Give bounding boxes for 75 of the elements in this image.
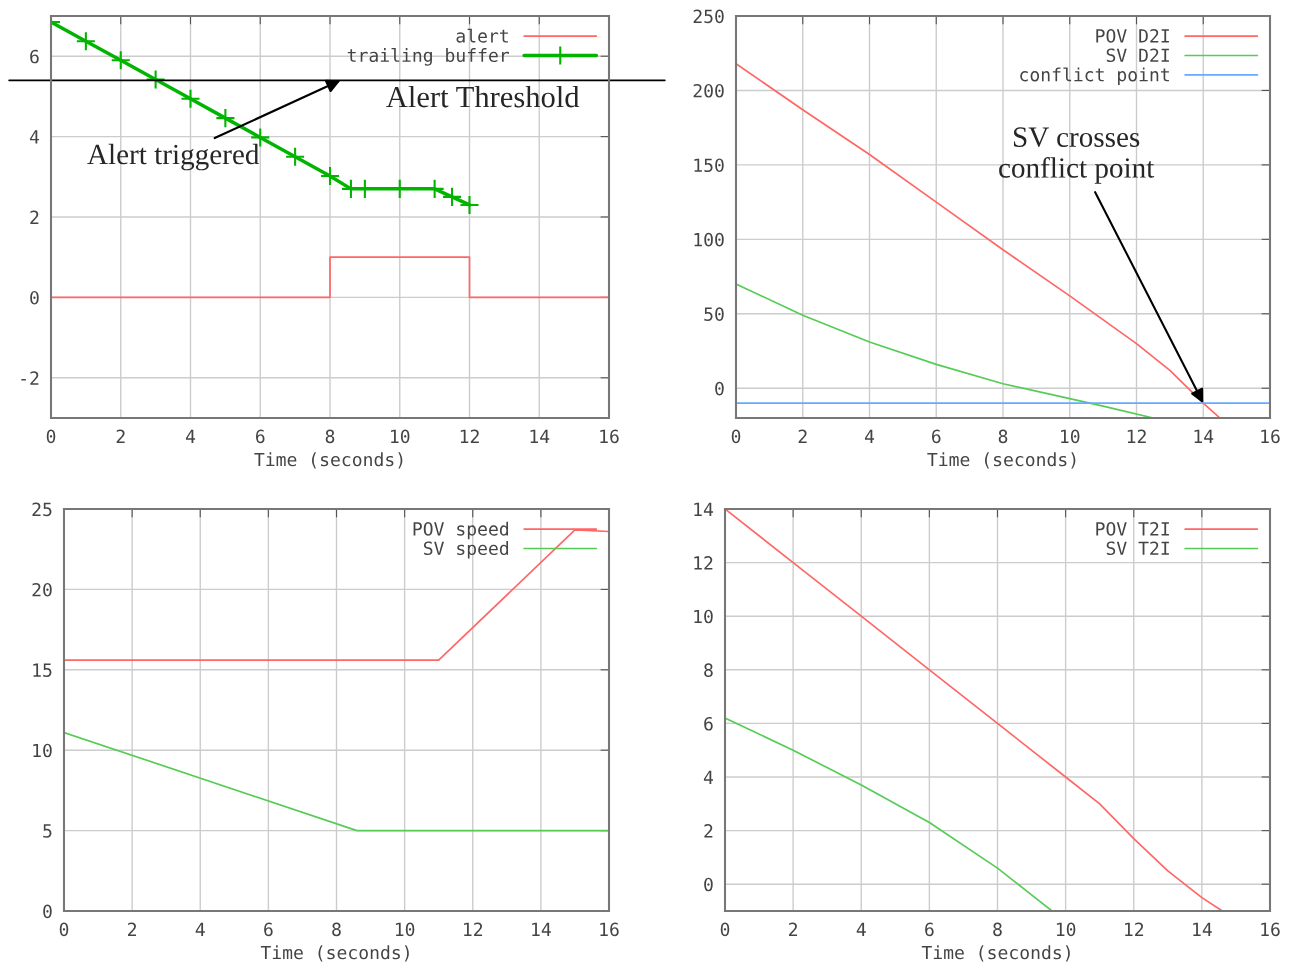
y-tick-label: 10 (33, 743, 52, 758)
y-tick-label: 8 (704, 663, 713, 677)
x-tick-label: 6 (255, 429, 265, 444)
x-tick-label: 6 (931, 429, 941, 444)
y-tick-label: 0 (30, 290, 39, 305)
y-tick-label: 4 (29, 130, 40, 144)
y-tick-label: 12 (694, 556, 713, 570)
y-tick-label: 5 (43, 824, 52, 838)
x-tick-label: 2 (116, 429, 125, 443)
x-tick-label: 14 (1193, 922, 1212, 936)
x-tick-label: 10 (395, 922, 415, 937)
x-tick-label: 2 (128, 922, 137, 936)
x-tick-label: 14 (532, 922, 551, 936)
y-tick-label: 20 (32, 582, 52, 597)
x-tick-label: 10 (1056, 922, 1076, 937)
x-tick-label: 14 (530, 429, 550, 443)
y-tick-label: 2 (704, 824, 713, 838)
x-tick-label: 8 (332, 922, 341, 937)
x-tick-label: 6 (264, 922, 273, 937)
x-tick-label: 6 (925, 922, 934, 937)
y-tick-label: 4 (703, 770, 714, 784)
x-axis-title: Time (seconds) (921, 945, 1070, 962)
x-tick-label: 12 (1125, 922, 1144, 936)
x-tick-label: 16 (600, 429, 619, 444)
x-tick-label: 0 (59, 922, 69, 937)
y-tick-label: 25 (32, 502, 52, 517)
x-tick-label: 2 (789, 922, 798, 936)
legend-label: POV speed (413, 521, 509, 540)
ref-line-label: Alert Threshold (386, 85, 580, 108)
x-tick-label: 4 (195, 922, 205, 936)
x-tick-label: 12 (1127, 429, 1146, 443)
y-tick-label: 150 (694, 158, 724, 173)
x-tick-label: 8 (325, 429, 335, 444)
y-tick-label: 14 (694, 502, 714, 516)
y-tick-label: 50 (704, 307, 724, 321)
annotation: SV crosses conflict point (999, 127, 1155, 184)
annotation: Alert triggered (87, 143, 260, 171)
x-tick-label: 8 (993, 922, 1002, 937)
y-tick-label: 6 (30, 49, 39, 64)
y-tick-label: 6 (704, 716, 713, 731)
x-tick-label: 12 (464, 922, 483, 936)
y-tick-label: 10 (694, 609, 713, 624)
legend-label: alert (456, 28, 508, 43)
y-tick-label: 0 (43, 904, 52, 919)
y-tick-label: 100 (694, 232, 724, 247)
y-tick-label: 15 (33, 663, 52, 677)
x-axis-title: Time (seconds) (254, 452, 403, 469)
x-tick-label: 12 (460, 429, 479, 443)
legend-label: POV D2I (1096, 29, 1169, 43)
y-tick-label: 0 (704, 877, 713, 892)
x-tick-label: 4 (856, 922, 866, 936)
legend-label: SV T2I (1106, 541, 1169, 556)
legend-label: SV speed (423, 541, 509, 559)
x-tick-label: 4 (864, 429, 875, 443)
legend-label: SV D2I (1106, 48, 1169, 63)
x-tick-label: 4 (185, 429, 196, 443)
x-axis-title: Time (seconds) (260, 945, 409, 962)
y-tick-label: -2 (21, 371, 39, 385)
x-tick-label: 16 (600, 922, 619, 937)
legend-label: conflict point (1020, 67, 1169, 85)
legend-label: trailing buffer (347, 48, 510, 66)
x-tick-label: 10 (391, 429, 410, 444)
y-tick-label: 2 (30, 210, 39, 224)
y-tick-label: 200 (693, 83, 724, 98)
x-tick-label: 16 (1261, 429, 1280, 444)
x-tick-label: 0 (731, 429, 741, 444)
x-tick-label: 8 (998, 429, 1008, 444)
y-tick-label: 0 (715, 381, 724, 396)
y-tick-label: 250 (693, 9, 724, 24)
x-tick-label: 2 (798, 429, 807, 443)
x-tick-label: 14 (1194, 429, 1214, 443)
legend-label: POV T2I (1096, 522, 1169, 536)
x-tick-label: 16 (1261, 922, 1280, 937)
x-tick-label: 10 (1061, 429, 1080, 444)
x-axis-title: Time (seconds) (927, 452, 1076, 469)
